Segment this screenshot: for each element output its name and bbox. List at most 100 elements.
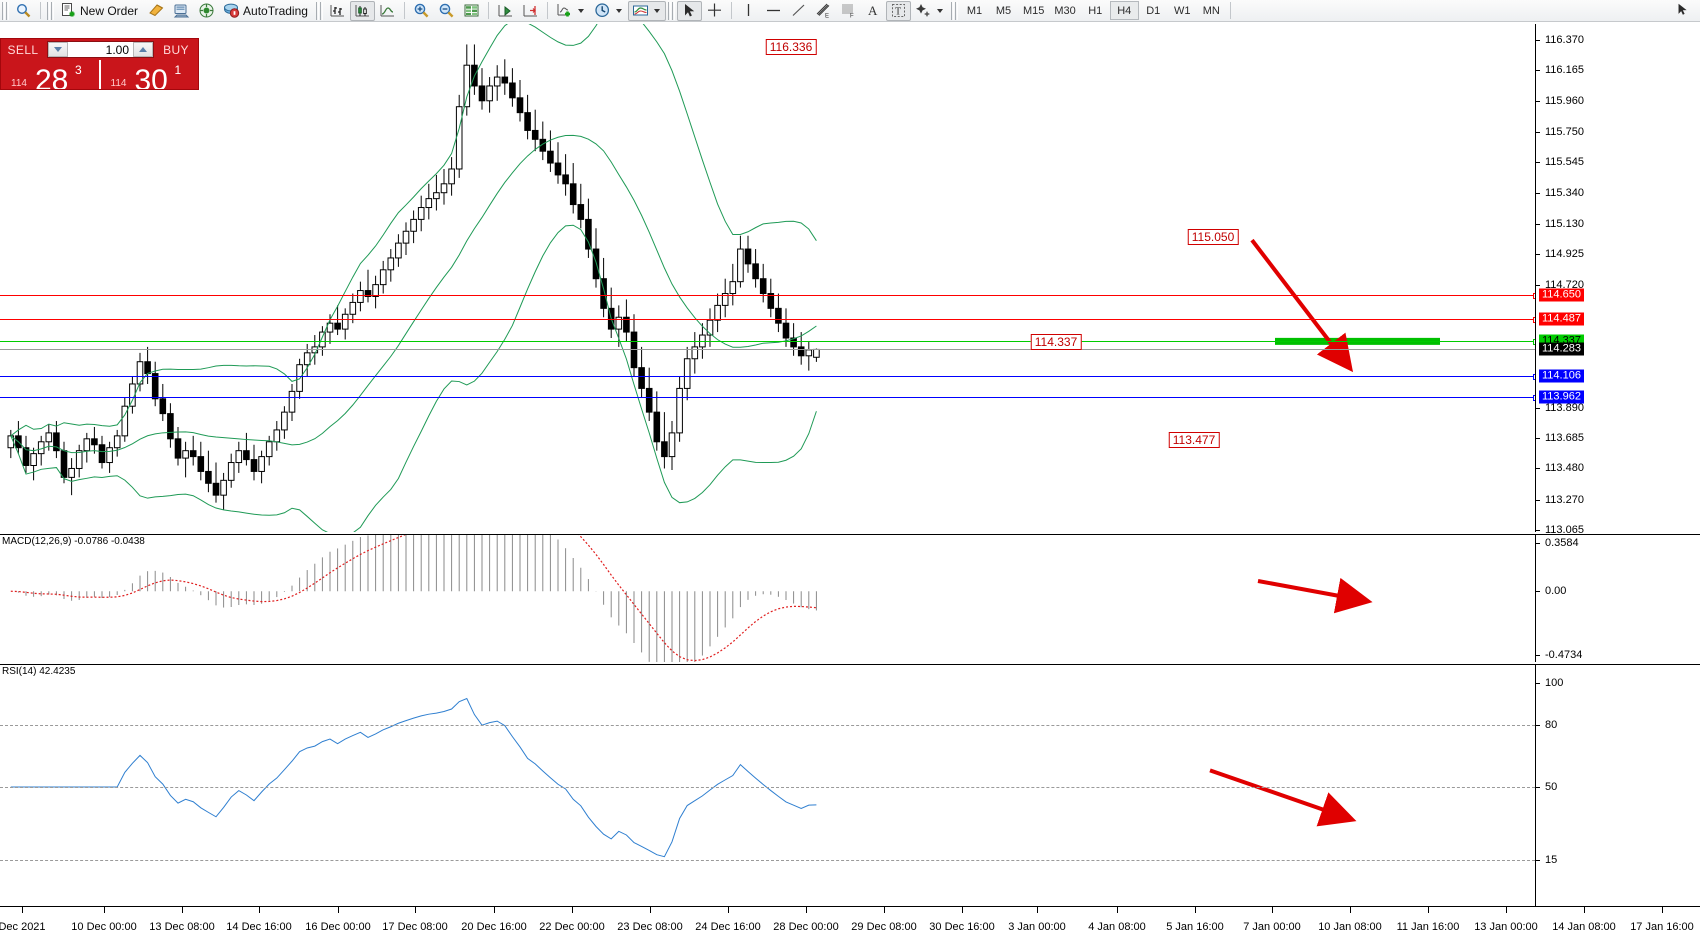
- buy-button[interactable]: BUY: [163, 43, 189, 57]
- volume-input[interactable]: 1.00: [105, 42, 129, 57]
- chevron-up-icon-vol: [139, 47, 147, 52]
- macd-pane[interactable]: MACD(12,26,9) -0.0786 -0.0438 0.3584 0.00…: [0, 534, 1700, 662]
- toolbar-grip-4[interactable]: [667, 1, 675, 20]
- price-level-line-113.962[interactable]: [0, 395, 1535, 401]
- price-level-tag-114.650[interactable]: 114.650: [1539, 288, 1584, 302]
- level-drag-handle[interactable]: [1533, 317, 1535, 324]
- chevron-down-icon-4[interactable]: [936, 8, 943, 13]
- timeframe-m5[interactable]: M5: [995, 4, 1012, 17]
- timeframe-w1[interactable]: W1: [1174, 4, 1191, 17]
- templates-icon[interactable]: [627, 0, 666, 21]
- time-axis[interactable]: Dec 2021 10 Dec 00:00 13 Dec 08:00 14 Dec 1…: [0, 906, 1700, 940]
- search-icon[interactable]: [11, 1, 36, 21]
- buy-price[interactable]: 114 30 1: [101, 60, 199, 89]
- chevron-down-icon-2[interactable]: [615, 8, 622, 13]
- period-icon[interactable]: [590, 1, 628, 21]
- time-label: 17 Jan 16:00: [1630, 921, 1694, 933]
- timeframe-m30[interactable]: M30: [1054, 4, 1076, 17]
- volume-decrease-button[interactable]: [48, 42, 68, 57]
- text-icon[interactable]: A: [861, 1, 886, 21]
- price-plot-area[interactable]: [0, 24, 1535, 532]
- crosshair-icon[interactable]: [702, 1, 727, 21]
- price-tick: 115.960: [1536, 95, 1584, 107]
- level-drag-handle[interactable]: [1533, 395, 1535, 401]
- price-tick: 115.130: [1536, 218, 1584, 230]
- level-drag-handle[interactable]: [1533, 339, 1535, 346]
- new-order-button[interactable]: New Order: [56, 1, 144, 21]
- data-window-icon[interactable]: [459, 1, 484, 21]
- zoom-in-icon[interactable]: [409, 1, 434, 21]
- toolbar-grip[interactable]: [2, 1, 9, 20]
- indicators-icon[interactable]: [552, 1, 590, 21]
- timeframe-mn[interactable]: MN: [1202, 4, 1220, 17]
- price-level-tag-114.106[interactable]: 114.106: [1539, 369, 1584, 383]
- price-annotation-115.050[interactable]: 115.050: [1187, 229, 1239, 245]
- price-level-line-114.106[interactable]: [0, 373, 1535, 380]
- macd-plot-area[interactable]: [0, 535, 1535, 662]
- time-tick: [1584, 907, 1585, 913]
- sell-price[interactable]: 114 28 3: [1, 60, 101, 89]
- navigator-icon[interactable]: [194, 1, 219, 21]
- sell-button[interactable]: SELL: [7, 43, 39, 57]
- chevron-down-icon[interactable]: [577, 8, 584, 13]
- price-level-line-114.650[interactable]: [0, 293, 1535, 299]
- rsi-pane[interactable]: RSI(14) 42.4235 100 80 50 15: [0, 664, 1700, 906]
- time-tick: [1428, 907, 1429, 913]
- price-annotation-116.336[interactable]: 116.336: [765, 39, 817, 55]
- sell-price-fraction: 3: [75, 63, 82, 77]
- time-label: 14 Jan 08:00: [1552, 921, 1616, 933]
- trendline-icon[interactable]: [786, 1, 811, 21]
- price-annotation-113.477[interactable]: 113.477: [1168, 432, 1220, 448]
- volume-increase-button[interactable]: [133, 42, 153, 57]
- horizontal-line-icon[interactable]: [761, 1, 786, 21]
- vertical-line-icon[interactable]: [736, 1, 761, 21]
- volume-stepper[interactable]: 1.00: [47, 41, 154, 58]
- shapes-icon[interactable]: [911, 1, 949, 21]
- price-level-line-114.337[interactable]: [0, 339, 1535, 346]
- timeframe-d1[interactable]: D1: [1146, 4, 1161, 17]
- macd-tick: 0.00: [1536, 585, 1566, 597]
- equidistant-channel-icon[interactable]: E: [811, 1, 836, 21]
- fibonacci-retracement-icon[interactable]: F: [836, 1, 861, 21]
- level-drag-handle[interactable]: [1533, 293, 1535, 299]
- bar-chart-icon[interactable]: [325, 1, 350, 21]
- terminal-icon[interactable]: [169, 1, 194, 21]
- toolbar-grip-5[interactable]: [950, 1, 958, 20]
- time-label: 13 Dec 08:00: [149, 921, 215, 933]
- cursor-icon[interactable]: [676, 0, 702, 21]
- toolbar-grip-3[interactable]: [315, 1, 323, 20]
- timeframe-h1[interactable]: H1: [1088, 4, 1103, 17]
- price-scale[interactable]: 116.370 116.165 115.960 115.750 115.545 115.3…: [1536, 24, 1700, 536]
- candlestick-chart-icon[interactable]: [349, 0, 375, 21]
- autotrading-button[interactable]: AutoTrading: [219, 1, 314, 21]
- svg-text:T: T: [895, 7, 901, 18]
- timeframe-m15[interactable]: M15: [1022, 4, 1045, 17]
- pointer-icon[interactable]: [1671, 1, 1696, 21]
- one-click-trading-panel[interactable]: SELL 1.00 BUY 114 28 3 114 30 1: [0, 38, 199, 90]
- price-tick: 113.890: [1536, 402, 1584, 414]
- timeframe-h4[interactable]: H4: [1109, 1, 1139, 20]
- price-level-line-114.283[interactable]: [0, 349, 1535, 351]
- price-level-tag-113.962[interactable]: 113.962: [1539, 390, 1584, 404]
- line-chart-icon[interactable]: [375, 1, 400, 21]
- text-label-icon[interactable]: T: [885, 0, 911, 21]
- price-chart-pane[interactable]: 116.370 116.165 115.960 115.750 115.545 115.3…: [0, 24, 1700, 536]
- chart-shift-icon[interactable]: [518, 1, 543, 21]
- price-level-tag-114.283[interactable]: 114.283: [1539, 342, 1584, 356]
- buy-price-prefix: 114: [110, 78, 127, 89]
- timeframe-m1[interactable]: M1: [966, 4, 983, 17]
- price-level-line-114.487[interactable]: [0, 317, 1535, 324]
- auto-scroll-icon[interactable]: [493, 1, 518, 21]
- zoom-out-icon[interactable]: [434, 1, 459, 21]
- chevron-down-icon-3[interactable]: [653, 8, 660, 13]
- level-drag-handle[interactable]: [1533, 373, 1535, 380]
- toolbar-grip-2[interactable]: [47, 1, 54, 20]
- price-level-tag-114.487[interactable]: 114.487: [1539, 312, 1584, 326]
- svg-text:F: F: [850, 14, 854, 20]
- rsi-plot-area[interactable]: [0, 665, 1535, 906]
- metaeditor-icon[interactable]: [144, 1, 169, 21]
- price-annotation-114.337[interactable]: 114.337: [1030, 334, 1082, 350]
- time-label: 7 Jan 00:00: [1243, 921, 1301, 933]
- time-tick: [1350, 907, 1351, 913]
- sell-price-prefix: 114: [11, 78, 27, 89]
